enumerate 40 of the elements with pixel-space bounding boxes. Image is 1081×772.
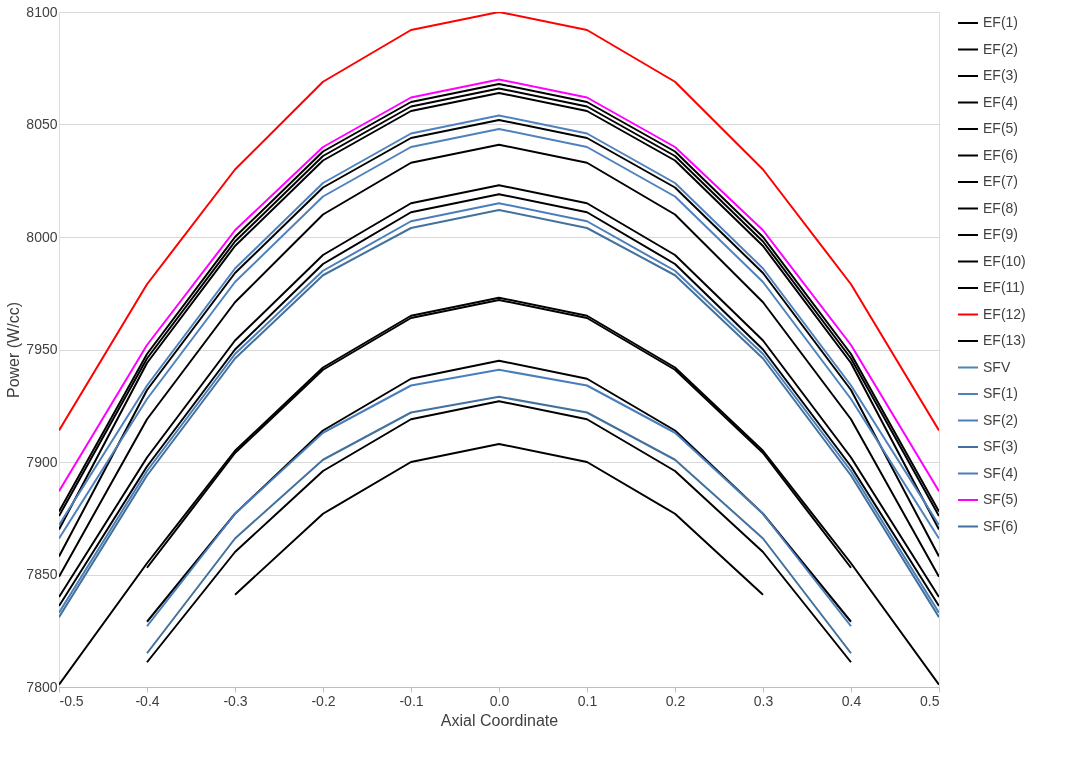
legend-label: SF(6)	[983, 517, 1018, 534]
x-tick-label: 0.5	[920, 692, 940, 709]
y-tick-label: 8000	[26, 228, 58, 245]
x-tick-label: -0.4	[135, 692, 160, 709]
legend-label: EF(12)	[983, 305, 1026, 322]
legend-label: EF(2)	[983, 40, 1018, 57]
x-tick-label: -0.5	[59, 692, 84, 709]
legend-label: EF(7)	[983, 173, 1018, 189]
x-tick-label: -0.3	[223, 692, 248, 709]
legend-label: EF(9)	[983, 226, 1018, 242]
x-tick-label: -0.2	[311, 692, 336, 709]
legend-label: SF(3)	[983, 438, 1018, 454]
legend-label: SFV	[983, 358, 1011, 375]
x-tick-label: -0.1	[399, 692, 424, 709]
y-tick-label: 7950	[26, 341, 58, 357]
legend-label: SF(1)	[983, 385, 1018, 401]
y-tick-label: 7850	[26, 566, 58, 582]
legend-label: EF(11)	[983, 279, 1025, 295]
legend-label: EF(4)	[983, 93, 1018, 110]
legend-label: EF(1)	[983, 14, 1018, 30]
x-axis-title: Axial Coordinate	[440, 711, 559, 729]
legend-label: EF(6)	[983, 146, 1018, 163]
y-tick-label: 7900	[26, 453, 58, 470]
x-tick-label: 0.4	[841, 692, 862, 709]
x-tick-label: 0.3	[753, 692, 774, 709]
y-tick-label: 7800	[26, 678, 58, 695]
y-tick-label: 8050	[26, 116, 58, 132]
legend-label: EF(8)	[983, 199, 1018, 216]
legend-label: EF(10)	[983, 252, 1026, 269]
legend-label: SF(5)	[983, 491, 1018, 507]
legend-label: EF(5)	[983, 120, 1018, 136]
x-tick-label: 0.0	[489, 692, 510, 709]
legend-label: SF(2)	[983, 411, 1018, 428]
legend-label: EF(13)	[983, 332, 1026, 348]
y-axis-title: Power (W/cc)	[5, 302, 23, 398]
x-tick-label: 0.1	[577, 692, 598, 709]
legend-label: SF(4)	[983, 464, 1018, 481]
y-tick-label: 8100	[26, 3, 58, 20]
x-tick-label: 0.2	[665, 692, 686, 709]
legend-label: EF(3)	[983, 67, 1018, 83]
